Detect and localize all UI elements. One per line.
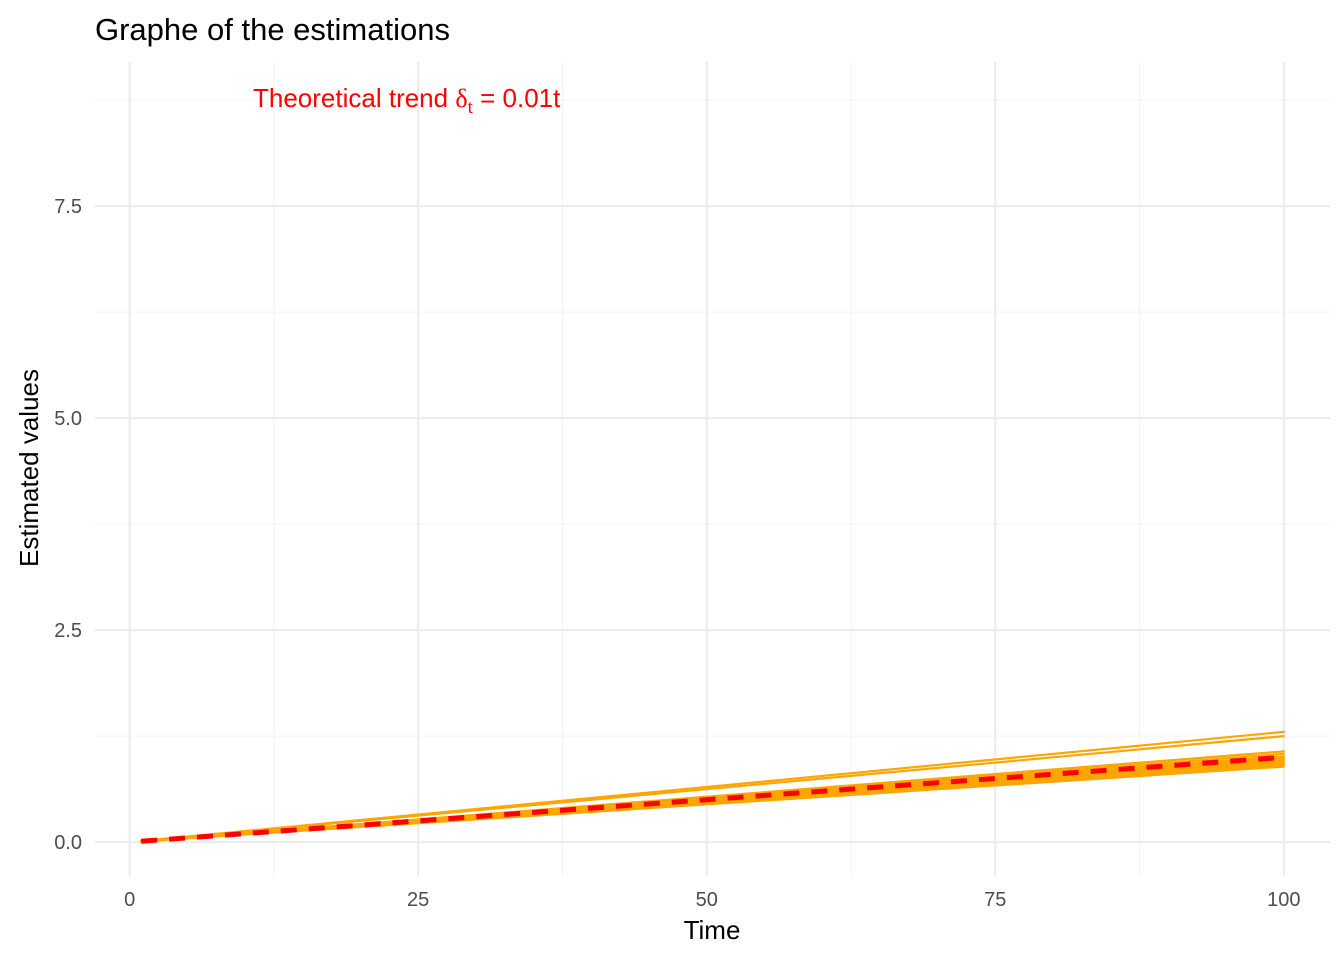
y-tick-label: 2.5 bbox=[54, 620, 82, 642]
trend-annotation: Theoretical trend δt = 0.01t bbox=[253, 83, 561, 118]
x-axis-label: Time bbox=[684, 915, 741, 945]
x-tick-label: 75 bbox=[984, 889, 1006, 911]
y-tick-label: 0.0 bbox=[54, 832, 82, 854]
chart-title: Graphe of the estimations bbox=[95, 12, 450, 47]
annotation-equals: = bbox=[473, 83, 503, 113]
y-tick-label: 5.0 bbox=[54, 408, 82, 430]
annotation-subscript: t bbox=[468, 97, 474, 118]
major-gridlines bbox=[95, 62, 1330, 876]
annotation-value: 0.01t bbox=[503, 83, 562, 113]
trend-line bbox=[140, 754, 1285, 844]
estimation-series bbox=[140, 730, 1285, 843]
annotation-prefix: Theoretical trend bbox=[253, 83, 455, 113]
y-axis-label: Estimated values bbox=[14, 369, 44, 567]
minor-gridlines bbox=[95, 62, 1330, 876]
y-tick-label: 7.5 bbox=[54, 196, 82, 218]
x-tick-labels: 0 25 50 75 100 bbox=[124, 889, 1300, 911]
theoretical-trend-series bbox=[140, 754, 1285, 844]
x-tick-label: 25 bbox=[407, 889, 429, 911]
y-tick-labels: 0.0 2.5 5.0 7.5 bbox=[54, 196, 82, 854]
estimation-line bbox=[140, 734, 1285, 843]
x-tick-label: 50 bbox=[696, 889, 718, 911]
estimation-line bbox=[140, 765, 1285, 843]
x-tick-label: 100 bbox=[1267, 889, 1300, 911]
x-tick-label: 0 bbox=[124, 889, 135, 911]
annotation-symbol: δ bbox=[455, 84, 467, 113]
